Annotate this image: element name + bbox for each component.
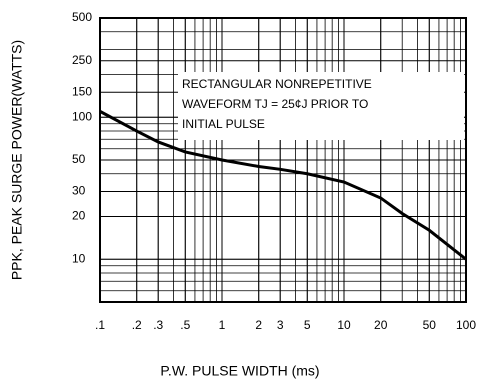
x-tick-label: .2 xyxy=(132,318,142,332)
x-tick-label: 3 xyxy=(277,318,284,332)
y-tick-label: 50 xyxy=(72,152,86,166)
line xyxy=(99,110,467,261)
x-tick-label: 2 xyxy=(255,318,262,332)
annotation: RECTANGULAR NONREPETITIVE xyxy=(182,77,372,91)
y-tick-label: 20 xyxy=(72,209,86,223)
y-axis-label: PPK, PEAK SURGE POWER(WATTS) xyxy=(9,40,25,280)
y-tick-label: 150 xyxy=(72,84,92,98)
x-axis-label: P.W. PULSE WIDTH (ms) xyxy=(160,363,319,379)
x-tick-label: 100 xyxy=(456,318,476,332)
annotation: INITIAL PULSE xyxy=(182,117,265,131)
y-tick-label: 100 xyxy=(72,109,92,123)
x-tick-label: 5 xyxy=(304,318,311,332)
y-tick-label: 30 xyxy=(72,184,86,198)
x-tick-label: 1 xyxy=(219,318,226,332)
x-tick-label: .1 xyxy=(95,318,105,332)
annotation: WAVEFORM TJ = 25¢J PRIOR TO xyxy=(182,97,368,111)
y-tick-label: 250 xyxy=(72,53,92,67)
y-tick-label: 10 xyxy=(72,251,86,265)
x-tick-label: .3 xyxy=(153,318,163,332)
plot-frame xyxy=(99,17,467,303)
x-tick-label: 10 xyxy=(337,318,351,332)
y-tick-label: 500 xyxy=(72,10,92,24)
x-tick-label: 20 xyxy=(374,318,388,332)
x-tick-label: 50 xyxy=(423,318,437,332)
x-tick-label: .5 xyxy=(180,318,190,332)
annotation-box xyxy=(178,72,464,140)
